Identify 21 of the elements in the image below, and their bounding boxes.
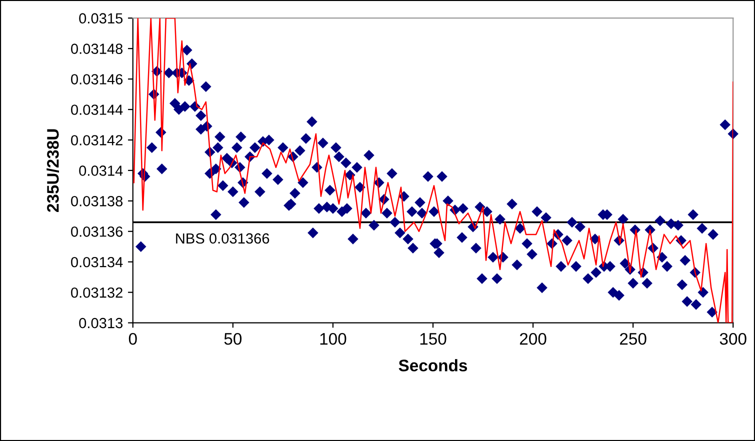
y-tick-label: 0.0315 xyxy=(79,13,123,24)
x-axis-title: Seconds xyxy=(398,359,468,372)
x-tick-label: 0 xyxy=(128,332,137,345)
y-tick-label: 0.03136 xyxy=(71,226,123,237)
y-tick-label: 0.0313 xyxy=(79,318,123,328)
ref-line-label: NBS 0.031366 xyxy=(176,233,270,244)
x-tick-label: 100 xyxy=(320,332,346,345)
y-tick-label: 0.03142 xyxy=(71,135,122,146)
y-tick-label: 0.03148 xyxy=(71,44,123,54)
x-tick-label: 50 xyxy=(224,332,242,345)
y-tick-label: 0.03146 xyxy=(71,74,123,84)
y-tick-label: 0.0314 xyxy=(79,166,123,176)
y-tick-label: 0.03138 xyxy=(71,196,123,206)
x-tick-label: 250 xyxy=(620,332,646,345)
y-tick-label: 0.03144 xyxy=(71,104,123,115)
y-axis-title: 235U/238U xyxy=(46,129,59,212)
y-tick-label: 0.03132 xyxy=(71,287,122,298)
y-tick-label: 0.03134 xyxy=(71,256,123,268)
x-tick-label: 200 xyxy=(520,332,546,345)
x-tick-label: 150 xyxy=(420,332,446,345)
x-tick-label: 300 xyxy=(720,332,746,345)
